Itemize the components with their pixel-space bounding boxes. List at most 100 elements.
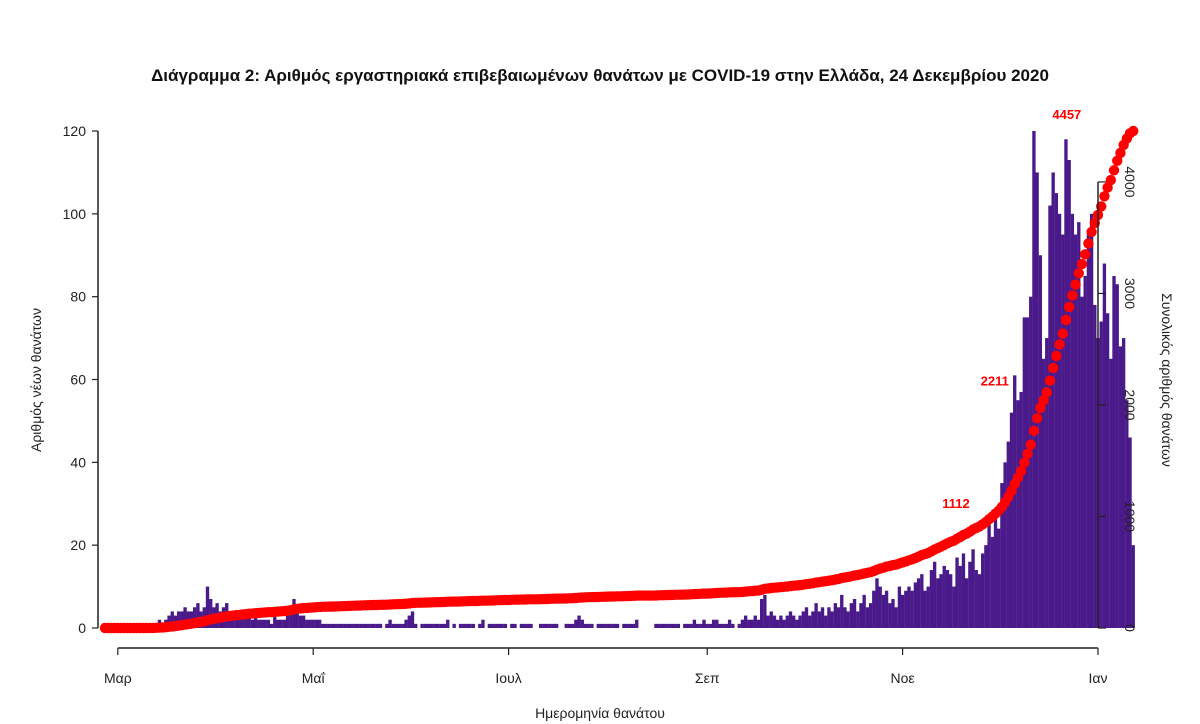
- chart-title: Διάγραμμα 2: Αριθμός εργαστηριακά επιβεβ…: [151, 66, 1049, 85]
- daily-deaths-bar: [766, 615, 770, 628]
- daily-deaths-bar: [430, 623, 434, 628]
- daily-deaths-bar: [385, 623, 389, 628]
- daily-deaths-bar: [209, 599, 213, 628]
- daily-deaths-bar: [609, 623, 613, 628]
- cumulative-point: [1047, 362, 1059, 374]
- daily-deaths-bar: [836, 607, 841, 628]
- daily-deaths-bar: [289, 607, 293, 628]
- daily-deaths-bar: [974, 570, 978, 628]
- bars-layer: [148, 131, 1135, 629]
- daily-deaths-bar: [993, 516, 998, 628]
- daily-deaths-bar: [452, 623, 456, 628]
- daily-deaths-bar: [801, 611, 805, 628]
- daily-deaths-bar: [295, 607, 299, 628]
- daily-deaths-bar: [327, 623, 331, 628]
- daily-deaths-bar: [997, 528, 1001, 628]
- daily-deaths-bar: [1109, 358, 1113, 628]
- daily-deaths-bar: [446, 619, 450, 628]
- daily-deaths-bar: [423, 623, 427, 628]
- daily-deaths-bar: [737, 623, 741, 628]
- daily-deaths-bar: [205, 586, 210, 628]
- daily-deaths-bar: [635, 619, 639, 628]
- daily-deaths-bar: [177, 611, 181, 628]
- daily-deaths-bar: [244, 615, 248, 628]
- cumulative-point: [1063, 301, 1075, 313]
- daily-deaths-bar: [1013, 375, 1017, 628]
- daily-deaths-bar: [615, 623, 620, 628]
- daily-deaths-bar: [241, 611, 245, 628]
- daily-deaths-bar: [279, 619, 283, 628]
- daily-deaths-bar: [426, 623, 431, 628]
- daily-deaths-bar: [654, 623, 658, 628]
- cumulative-point: [1022, 448, 1033, 460]
- daily-deaths-bar: [551, 623, 556, 628]
- y2-tick-label: 3000: [1122, 278, 1138, 309]
- daily-deaths-bar: [981, 553, 985, 628]
- daily-deaths-bar: [1086, 234, 1091, 629]
- daily-deaths-bar: [660, 623, 665, 628]
- daily-deaths-bar: [1067, 159, 1071, 629]
- daily-deaths-bar: [247, 615, 251, 628]
- cumulative-annotation: 1112: [942, 496, 970, 511]
- x-tick-label: Μαΐ: [302, 670, 326, 686]
- daily-deaths-bar: [945, 570, 950, 628]
- daily-deaths-bar: [1038, 255, 1043, 628]
- daily-deaths-bar: [529, 623, 533, 628]
- daily-deaths-bar: [628, 623, 632, 628]
- daily-deaths-bar: [759, 599, 764, 628]
- daily-deaths-bar: [193, 607, 197, 628]
- daily-deaths-bar: [849, 603, 854, 628]
- daily-deaths-bar: [436, 623, 440, 628]
- daily-deaths-bar: [410, 611, 415, 628]
- daily-deaths-bar: [788, 611, 793, 628]
- axes-layer: 0 20 40 60 80 100 120 0 1000 2000 3000 4000 Μαρ Μαΐ Ιο…: [63, 123, 1138, 686]
- daily-deaths-bar: [365, 623, 370, 628]
- daily-deaths-bar: [670, 623, 674, 628]
- daily-deaths-bar: [375, 623, 379, 628]
- daily-deaths-bar: [715, 619, 719, 628]
- cumulative-point: [1115, 147, 1126, 159]
- daily-deaths-bar: [1105, 313, 1110, 628]
- daily-deaths-bar: [612, 623, 616, 628]
- cumulative-point: [1070, 279, 1081, 290]
- daily-deaths-bar: [1051, 172, 1055, 629]
- y-tick-label: 120: [63, 123, 87, 139]
- daily-deaths-bar: [554, 623, 559, 628]
- daily-deaths-bar: [1057, 213, 1062, 628]
- daily-deaths-bar: [811, 611, 815, 628]
- annotations-layer: 4457 2211 1112: [942, 107, 1081, 511]
- daily-deaths-bar: [1102, 263, 1107, 628]
- daily-deaths-bar: [833, 603, 838, 628]
- daily-deaths-bar: [362, 623, 367, 628]
- daily-deaths-bar: [526, 623, 530, 628]
- daily-deaths-bar: [500, 623, 504, 628]
- daily-deaths-bar: [250, 619, 255, 628]
- daily-deaths-bar: [958, 565, 962, 629]
- daily-deaths-bar: [231, 615, 235, 628]
- daily-deaths-bar: [301, 615, 306, 628]
- cumulative-point: [1054, 339, 1065, 350]
- daily-deaths-bar: [907, 586, 911, 628]
- daily-deaths-bar: [948, 574, 953, 628]
- daily-deaths-bar: [779, 615, 783, 628]
- daily-deaths-bar: [756, 619, 761, 628]
- daily-deaths-bar: [769, 611, 773, 628]
- daily-deaths-bar: [394, 623, 399, 628]
- daily-deaths-bar: [804, 607, 809, 628]
- daily-deaths-bar: [439, 623, 444, 628]
- daily-deaths-bar: [878, 586, 882, 628]
- daily-deaths-bar: [346, 623, 351, 628]
- daily-deaths-bar: [401, 623, 405, 628]
- daily-deaths-bar: [977, 574, 982, 628]
- daily-deaths-bar: [808, 615, 812, 628]
- cumulative-point: [1108, 165, 1120, 176]
- cumulative-point: [1044, 375, 1056, 386]
- daily-deaths-bar: [545, 623, 549, 628]
- daily-deaths-bar: [695, 623, 700, 628]
- daily-deaths-bar: [743, 615, 748, 628]
- y-tick-label: 20: [70, 537, 86, 553]
- x-tick-label: Ιουλ: [495, 670, 521, 686]
- daily-deaths-bar: [311, 619, 315, 628]
- daily-deaths-bar: [968, 561, 972, 628]
- daily-deaths-bar: [180, 611, 184, 628]
